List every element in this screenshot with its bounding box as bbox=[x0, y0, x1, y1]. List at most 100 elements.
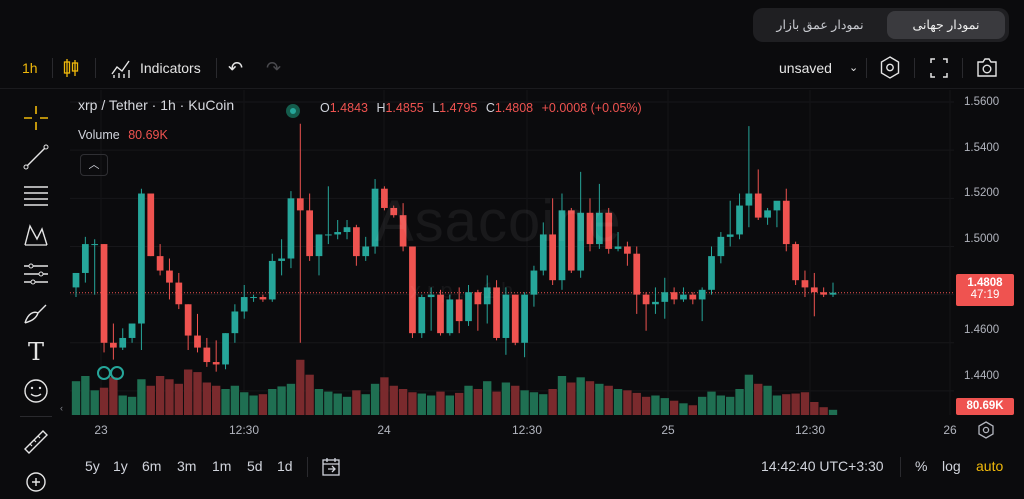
axis-settings-icon[interactable] bbox=[976, 420, 996, 443]
candle-body bbox=[128, 323, 136, 338]
candle-body bbox=[306, 210, 314, 257]
camera-svg bbox=[977, 58, 997, 77]
indicators-button[interactable]: Indicators bbox=[140, 60, 201, 76]
candle-body bbox=[782, 200, 790, 245]
time-tick: 26 bbox=[943, 423, 957, 437]
interval-button[interactable]: 1h bbox=[22, 60, 38, 76]
tab-market-depth[interactable]: نمودار عمق بازار bbox=[776, 18, 864, 32]
candle-body bbox=[605, 212, 613, 249]
trend-line-icon[interactable] bbox=[22, 143, 50, 171]
market-status-icon bbox=[286, 104, 300, 118]
range-1m[interactable]: 1m bbox=[212, 458, 232, 474]
candle-body bbox=[745, 193, 753, 206]
volume-bar bbox=[314, 389, 324, 415]
undo-icon[interactable]: ↶ bbox=[228, 58, 244, 78]
divider bbox=[216, 58, 217, 78]
watermark-sub: xrp, 1h bbox=[410, 278, 520, 303]
candle-body bbox=[736, 205, 743, 235]
fib-retracement-icon[interactable] bbox=[22, 182, 50, 210]
fullscreen-icon[interactable] bbox=[929, 48, 949, 88]
volume-bar bbox=[333, 393, 342, 415]
long-position-icon[interactable] bbox=[22, 260, 50, 288]
volume-bar bbox=[539, 394, 548, 415]
chart-pane[interactable] bbox=[70, 90, 954, 415]
high-key: H bbox=[376, 101, 386, 115]
candle-body bbox=[483, 287, 491, 305]
price-tick: 1.5400 bbox=[964, 142, 1000, 154]
settings-icon[interactable] bbox=[878, 48, 902, 88]
candle-body bbox=[156, 256, 164, 271]
go-to-date-icon[interactable] bbox=[320, 456, 342, 481]
crosshair-icon[interactable] bbox=[22, 104, 50, 132]
axis-settings-svg bbox=[978, 421, 994, 439]
open-key: O bbox=[320, 101, 330, 115]
auto-toggle[interactable]: auto bbox=[976, 458, 1004, 474]
volume-bar bbox=[324, 391, 333, 415]
volume-bar bbox=[99, 387, 109, 415]
divider bbox=[866, 58, 867, 78]
candle-body bbox=[792, 244, 799, 281]
volume-bar bbox=[763, 385, 772, 415]
time-axis[interactable]: 23 12:30 24 12:30 25 12:30 26 bbox=[70, 418, 957, 442]
time-tick: 24 bbox=[377, 423, 391, 437]
layout-name[interactable]: unsaved bbox=[779, 60, 832, 76]
candle-body bbox=[558, 210, 566, 281]
candle-body bbox=[726, 234, 734, 237]
volume-bar bbox=[426, 395, 436, 415]
low-value: 1.4795 bbox=[439, 101, 478, 115]
emoji-icon[interactable] bbox=[22, 377, 50, 405]
candle-body bbox=[81, 244, 89, 273]
range-6m[interactable]: 6m bbox=[142, 458, 162, 474]
candle-body bbox=[334, 232, 342, 235]
zoom-in-icon[interactable] bbox=[22, 468, 50, 496]
candle-body bbox=[250, 297, 257, 299]
indicators-icon[interactable] bbox=[110, 48, 132, 88]
price-tick: 1.5000 bbox=[964, 233, 1000, 245]
volume-bar bbox=[408, 392, 417, 415]
candle-body bbox=[409, 246, 416, 334]
volume-bar bbox=[352, 390, 361, 415]
volume-bar bbox=[202, 382, 212, 415]
candle-body bbox=[287, 198, 295, 259]
volume-bar bbox=[389, 385, 398, 415]
text-tool-icon[interactable]: T bbox=[27, 338, 44, 366]
clock[interactable]: 14:42:40 UTC+3:30 bbox=[761, 458, 884, 474]
chevron-down-icon[interactable]: ⌄ bbox=[849, 62, 859, 74]
candle-body bbox=[614, 246, 622, 249]
ruler-icon[interactable] bbox=[22, 428, 50, 456]
volume-bar bbox=[632, 392, 641, 415]
volume-bar bbox=[529, 392, 539, 415]
brush-icon[interactable] bbox=[22, 299, 50, 327]
symbol-title[interactable]: xrp / Tether · 1h · KuCoin bbox=[78, 97, 235, 113]
volume-bar bbox=[445, 395, 454, 415]
camera-icon[interactable] bbox=[976, 48, 998, 88]
candles-icon[interactable] bbox=[62, 48, 80, 88]
range-1d[interactable]: 1d bbox=[277, 458, 293, 474]
volume-bar bbox=[268, 389, 277, 415]
range-3m[interactable]: 3m bbox=[177, 458, 197, 474]
candlestick-chart[interactable] bbox=[70, 90, 954, 415]
range-5d[interactable]: 5d bbox=[247, 458, 263, 474]
volume-bar bbox=[221, 389, 230, 415]
scroll-left-icon[interactable]: ‹ bbox=[60, 403, 63, 413]
close-key: C bbox=[485, 101, 495, 115]
percent-toggle[interactable]: % bbox=[915, 458, 928, 474]
candle-body bbox=[698, 289, 706, 300]
time-tick: 25 bbox=[661, 423, 675, 437]
volume-bar bbox=[501, 382, 511, 415]
chart-toolbar: 1h Indicators ↶ ↷ unsaved ⌄ bbox=[0, 48, 1024, 89]
redo-icon[interactable]: ↷ bbox=[266, 58, 282, 78]
volume-bar bbox=[688, 405, 697, 415]
collapse-legend-button[interactable]: ︿ bbox=[80, 154, 108, 176]
volume-bar bbox=[370, 383, 380, 415]
log-toggle[interactable]: log bbox=[942, 458, 961, 474]
price-axis[interactable]: 1.5600 1.5400 1.5200 1.5000 1.4600 1.440… bbox=[954, 90, 1024, 415]
candle-body bbox=[194, 335, 201, 348]
divider bbox=[307, 457, 308, 477]
range-5y[interactable]: 5y bbox=[85, 458, 100, 474]
candle-body bbox=[773, 200, 781, 211]
candle-body bbox=[624, 246, 631, 254]
tab-global-chart[interactable]: نمودار جهانی bbox=[887, 11, 1005, 39]
range-1y[interactable]: 1y bbox=[113, 458, 128, 474]
pattern-icon[interactable] bbox=[22, 221, 50, 249]
